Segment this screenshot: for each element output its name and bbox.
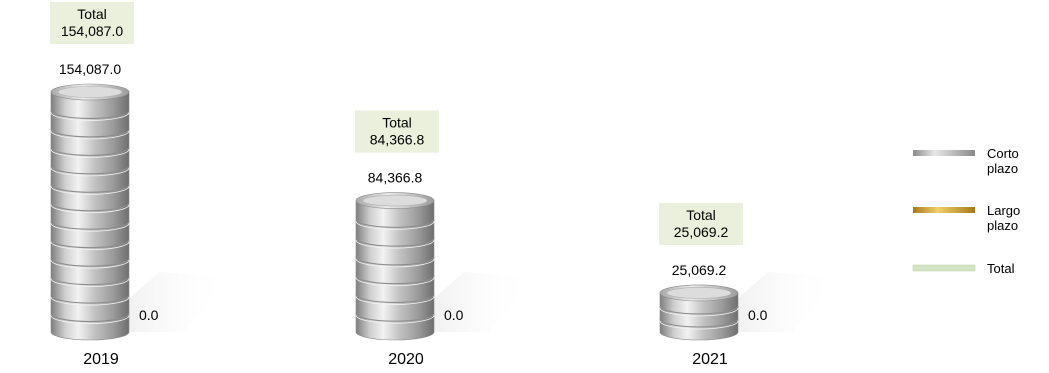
legend-swatch — [913, 150, 975, 156]
total-box-value: 25,069.2 — [674, 224, 729, 240]
x-tick-label: 2021 — [692, 351, 728, 368]
value-label-corto-plazo: 154,087.0 — [59, 61, 121, 77]
total-box-title: Total — [686, 207, 716, 223]
value-label-corto-plazo: 84,366.8 — [368, 170, 423, 186]
legend-swatch — [913, 207, 975, 213]
bar-corto-plazo — [355, 192, 435, 341]
legend-label: plazo — [987, 218, 1018, 233]
total-box-title: Total — [77, 6, 107, 22]
value-label-largo-plazo: 0.0 — [444, 307, 464, 323]
legend-label: plazo — [987, 161, 1018, 176]
total-box-value: 84,366.8 — [370, 132, 425, 148]
legend-swatch — [912, 264, 976, 272]
legend-label: Corto — [987, 146, 1019, 161]
bar-corto-plazo — [50, 83, 130, 341]
value-label-largo-plazo: 0.0 — [748, 307, 768, 323]
plot-area: 154,087.00.0Total154,087.0201984,366.80.… — [50, 2, 838, 368]
value-label-largo-plazo: 0.0 — [139, 307, 159, 323]
x-tick-label: 2019 — [83, 351, 119, 368]
total-box-value: 154,087.0 — [61, 23, 123, 39]
bar-corto-plazo — [659, 284, 739, 341]
value-label-corto-plazo: 25,069.2 — [672, 262, 727, 278]
total-box-title: Total — [382, 115, 412, 131]
legend-item: Total — [912, 261, 1015, 276]
x-tick-label: 2020 — [388, 351, 424, 368]
legend-label: Total — [987, 261, 1015, 276]
legend-label: Largo — [987, 203, 1020, 218]
